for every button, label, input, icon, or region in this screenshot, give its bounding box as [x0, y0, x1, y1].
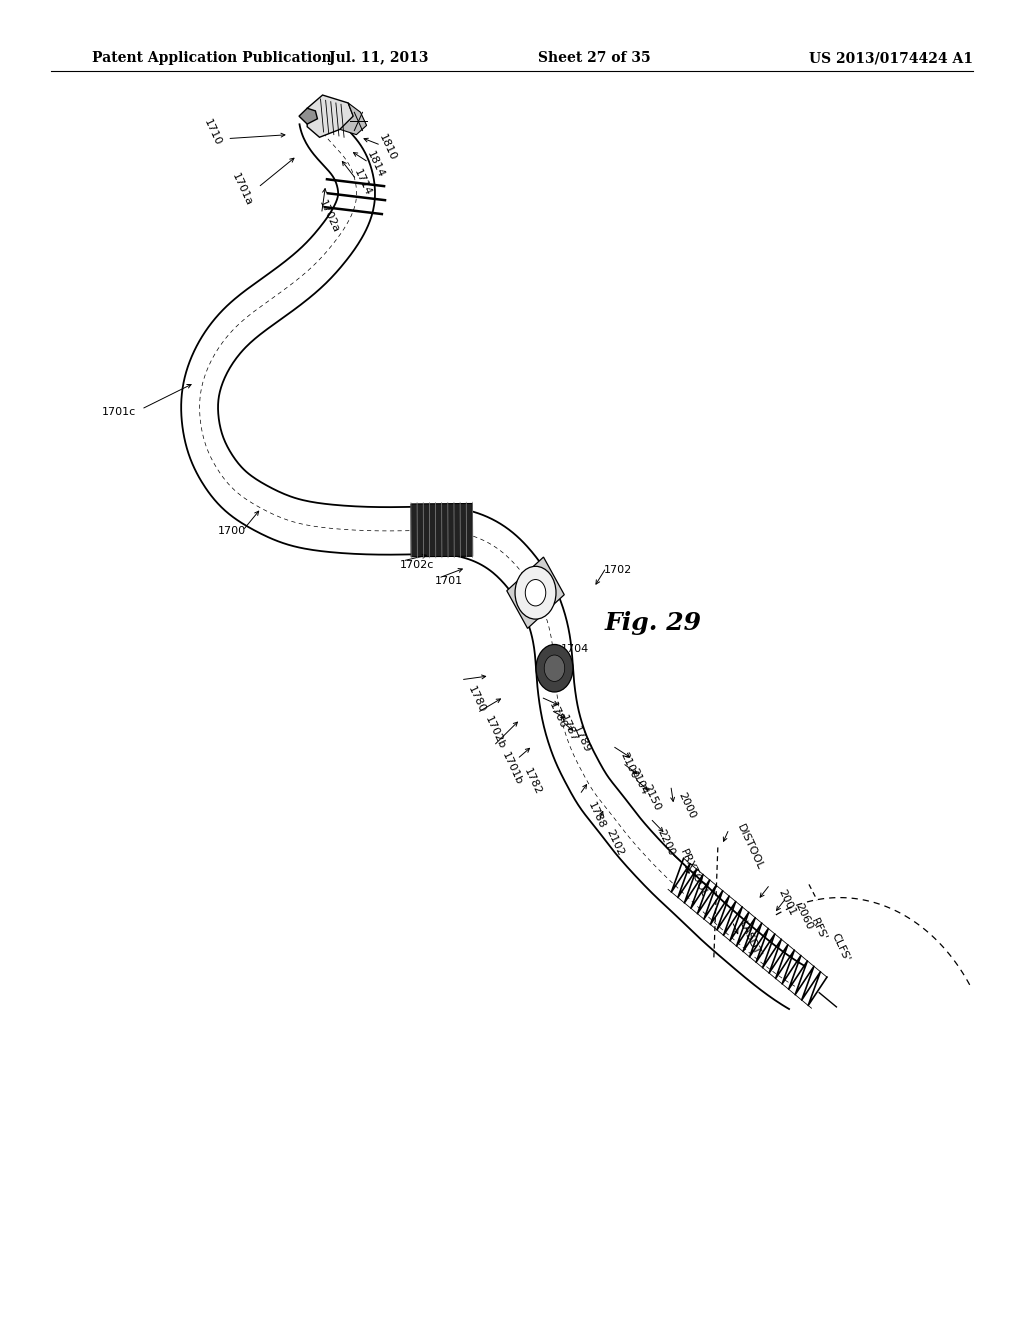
Circle shape: [525, 579, 546, 606]
Text: 2001: 2001: [776, 888, 797, 917]
Text: 1700: 1700: [218, 525, 246, 536]
Text: 2060: 2060: [794, 902, 814, 931]
Text: 1701: 1701: [435, 576, 463, 586]
Text: 1789: 1789: [571, 725, 593, 754]
Text: 1714: 1714: [352, 168, 374, 197]
Text: 1704: 1704: [561, 644, 590, 655]
Text: Patent Application Publication: Patent Application Publication: [92, 51, 332, 65]
Text: Jul. 11, 2013: Jul. 11, 2013: [329, 51, 429, 65]
Text: LASDT': LASDT': [737, 920, 763, 960]
Polygon shape: [340, 103, 367, 135]
Text: 2200: 2200: [655, 828, 677, 857]
Text: 1780: 1780: [466, 685, 487, 714]
Text: 1814: 1814: [365, 150, 386, 180]
Text: 1702: 1702: [604, 565, 633, 576]
Circle shape: [515, 566, 556, 619]
Polygon shape: [307, 95, 353, 137]
Text: 1701c: 1701c: [102, 407, 136, 417]
Text: 1701b: 1701b: [500, 750, 523, 787]
Text: 1702c: 1702c: [399, 560, 434, 570]
Text: US 2013/0174424 A1: US 2013/0174424 A1: [809, 51, 973, 65]
Circle shape: [544, 655, 564, 681]
Text: 1810: 1810: [377, 133, 397, 162]
Text: Sheet 27 of 35: Sheet 27 of 35: [538, 51, 650, 65]
Text: 1710: 1710: [203, 117, 223, 147]
Text: 2150: 2150: [641, 783, 662, 812]
Polygon shape: [411, 503, 473, 557]
Text: 2100: 2100: [618, 751, 639, 780]
Polygon shape: [299, 108, 317, 124]
Text: RFS': RFS': [809, 916, 828, 942]
Polygon shape: [507, 557, 564, 628]
Circle shape: [536, 644, 572, 692]
Text: CLFS': CLFS': [829, 932, 851, 964]
Text: 2102: 2102: [604, 828, 626, 857]
Text: PRXTOOL: PRXTOOL: [678, 847, 709, 900]
Text: 1702b: 1702b: [483, 714, 507, 751]
Text: DISTOOL: DISTOOL: [735, 822, 765, 873]
Text: 2000: 2000: [676, 791, 696, 820]
Text: Fig. 29: Fig. 29: [605, 611, 701, 635]
Text: 1701a: 1701a: [230, 172, 254, 209]
Text: 1788: 1788: [586, 801, 607, 830]
Text: 1786: 1786: [547, 701, 568, 730]
Text: 1782: 1782: [522, 767, 544, 796]
Text: 1702a: 1702a: [317, 198, 341, 235]
Text: 2104: 2104: [629, 767, 650, 796]
Text: 1787: 1787: [558, 714, 580, 743]
